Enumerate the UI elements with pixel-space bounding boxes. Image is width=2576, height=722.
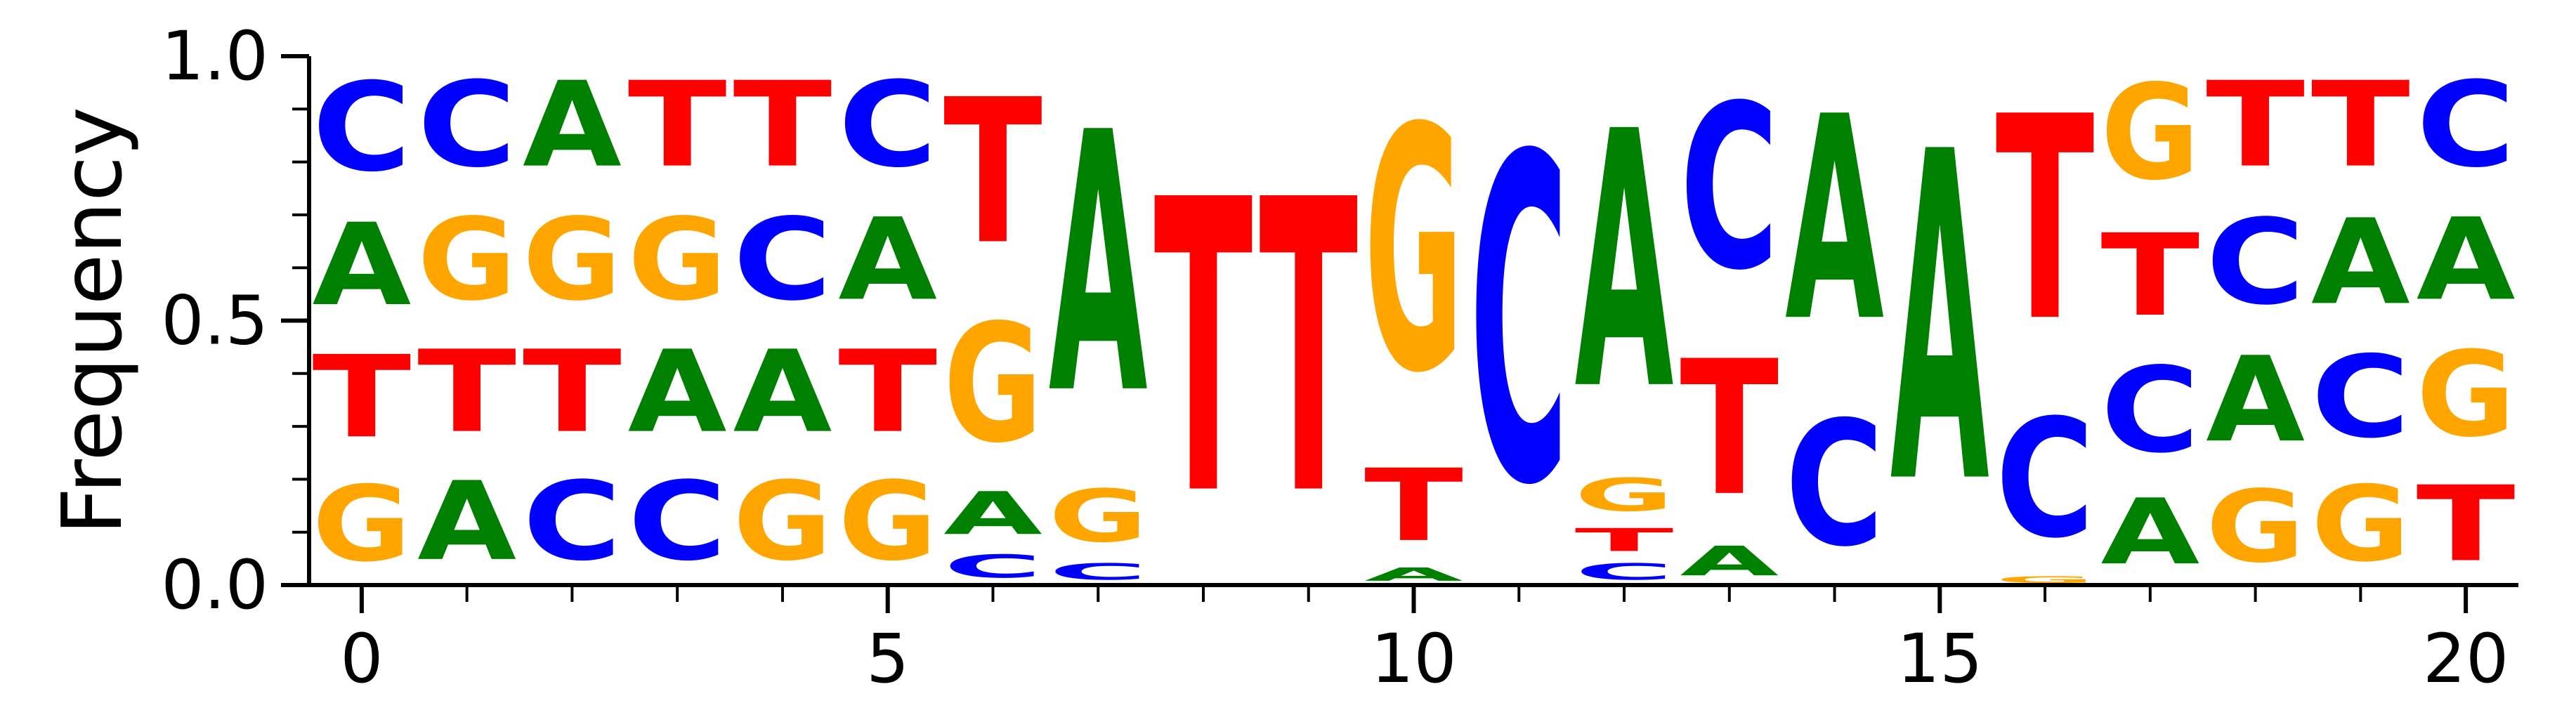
logo-letter-C-pos-7: C — [1049, 559, 1148, 585]
logo-letter-C-pos-11: C — [1470, 62, 1569, 583]
logo-letter-A-pos-20: A — [2417, 195, 2516, 325]
logo-letter-T-pos-20: T — [2417, 464, 2516, 585]
logo-letter-G-pos-5: G — [838, 459, 937, 585]
logo-letter-T-pos-9: T — [1259, 114, 1359, 584]
y-ticks: 0.0 0.5 1.0 — [161, 17, 309, 624]
logo-letter-A-pos-7: A — [1049, 58, 1149, 473]
logo-letter-T-pos-10: T — [1364, 448, 1463, 564]
logo-letter-G-pos-2: G — [523, 195, 622, 326]
logo-letter-A-pos-18: A — [2206, 332, 2305, 468]
logo-letter-C-pos-2: C — [523, 459, 622, 585]
logo-letter-C-pos-6: C — [943, 548, 1042, 584]
x-tick-label: 5 — [866, 619, 909, 698]
logo-letter-G-pos-3: G — [628, 195, 727, 326]
logo-letter-A-pos-10: A — [1364, 564, 1463, 585]
logo-letter-T-pos-6: T — [943, 58, 1042, 289]
logo-letter-C-pos-1: C — [417, 57, 516, 193]
logo-letter-A-pos-0: A — [312, 200, 411, 331]
logo-letter-C-pos-17: C — [2100, 343, 2199, 479]
logo-letter-A-pos-15: A — [1890, 57, 1990, 584]
logo-letter-T-pos-17: T — [2100, 209, 2199, 341]
logo-letter-T-pos-19: T — [2311, 58, 2410, 194]
logo-letter-G-pos-12: G — [1575, 469, 1674, 522]
logo-letter-T-pos-0: T — [312, 332, 411, 464]
logo-letter-G-pos-0: G — [312, 464, 411, 585]
logo-letter-T-pos-16: T — [1996, 57, 2096, 383]
logo-letter-G-pos-7: G — [1049, 475, 1148, 558]
logo-letter-A-pos-14: A — [1785, 58, 1885, 384]
logo-letter-A-pos-5: A — [838, 195, 937, 325]
x-tick-label: 0 — [340, 619, 383, 698]
y-tick-label: 1.0 — [161, 17, 268, 96]
y-axis-label: Frequency — [44, 107, 140, 535]
logo-letter-C-pos-20: C — [2417, 57, 2516, 193]
logo-letter-C-pos-4: C — [733, 194, 832, 325]
logo-letter-A-pos-12: A — [1575, 58, 1675, 468]
logo-letter-G-pos-20: G — [2417, 327, 2516, 464]
logo-letter-T-pos-4: T — [733, 58, 832, 194]
logo-letter-G-pos-6: G — [943, 290, 1042, 479]
logo-letter-G-pos-16: G — [1996, 575, 2095, 585]
logo-letter-A-pos-19: A — [2311, 195, 2410, 331]
logo-letter-G-pos-10: G — [1364, 58, 1463, 447]
logo-letter-C-pos-0: C — [312, 57, 411, 199]
logo-letter-T-pos-3: T — [628, 58, 727, 194]
logo-letter-T-pos-18: T — [2206, 58, 2305, 194]
logo-letter-A-pos-1: A — [417, 458, 516, 584]
logo-letter-A-pos-6: A — [943, 480, 1042, 548]
logo-letter-A-pos-17: A — [2100, 480, 2199, 586]
logo-letter-C-pos-5: C — [838, 57, 937, 193]
logo-letter-G-pos-19: G — [2311, 464, 2410, 585]
logo-letter-T-pos-8: T — [1154, 114, 1254, 584]
logo-letter-A-pos-2: A — [523, 57, 622, 193]
logo-letter-G-pos-4: G — [733, 459, 832, 585]
y-tick-label: 0.0 — [161, 546, 268, 624]
x-ticks: 0 5 10 15 20 — [340, 585, 2509, 698]
logo-letter-G-pos-18: G — [2206, 469, 2305, 585]
logo-letter-G-pos-17: G — [2100, 58, 2199, 210]
logo-letter-T-pos-13: T — [1680, 321, 1779, 537]
logo-letter-C-pos-18: C — [2206, 195, 2305, 331]
logo-letter-C-pos-3: C — [628, 459, 727, 585]
x-tick-label: 15 — [1897, 619, 1982, 698]
x-tick-label: 10 — [1371, 619, 1456, 698]
logo-letter-C-pos-16: C — [1996, 386, 2095, 575]
logo-letter-A-pos-4: A — [733, 327, 832, 458]
logo-letter-C-pos-13: C — [1680, 58, 1779, 320]
logo-letter-T-pos-1: T — [417, 326, 516, 458]
logo-letter-T-pos-2: T — [523, 326, 622, 458]
logo-letter-C-pos-14: C — [1785, 384, 1884, 584]
axes: 0.0 0.5 1.0 0 5 10 15 20 — [161, 17, 2518, 698]
logo-letter-T-pos-12: T — [1575, 522, 1674, 558]
logo-letter-A-pos-3: A — [628, 327, 727, 458]
logo-letter-C-pos-19: C — [2311, 332, 2410, 463]
x-tick-label: 20 — [2423, 619, 2509, 698]
y-tick-label: 0.5 — [161, 282, 268, 360]
logo-letter-A-pos-13: A — [1680, 537, 1779, 584]
logo-letter-T-pos-5: T — [838, 326, 937, 458]
logo-letter-G-pos-1: G — [417, 195, 516, 326]
logo-letter-C-pos-12: C — [1575, 559, 1674, 585]
